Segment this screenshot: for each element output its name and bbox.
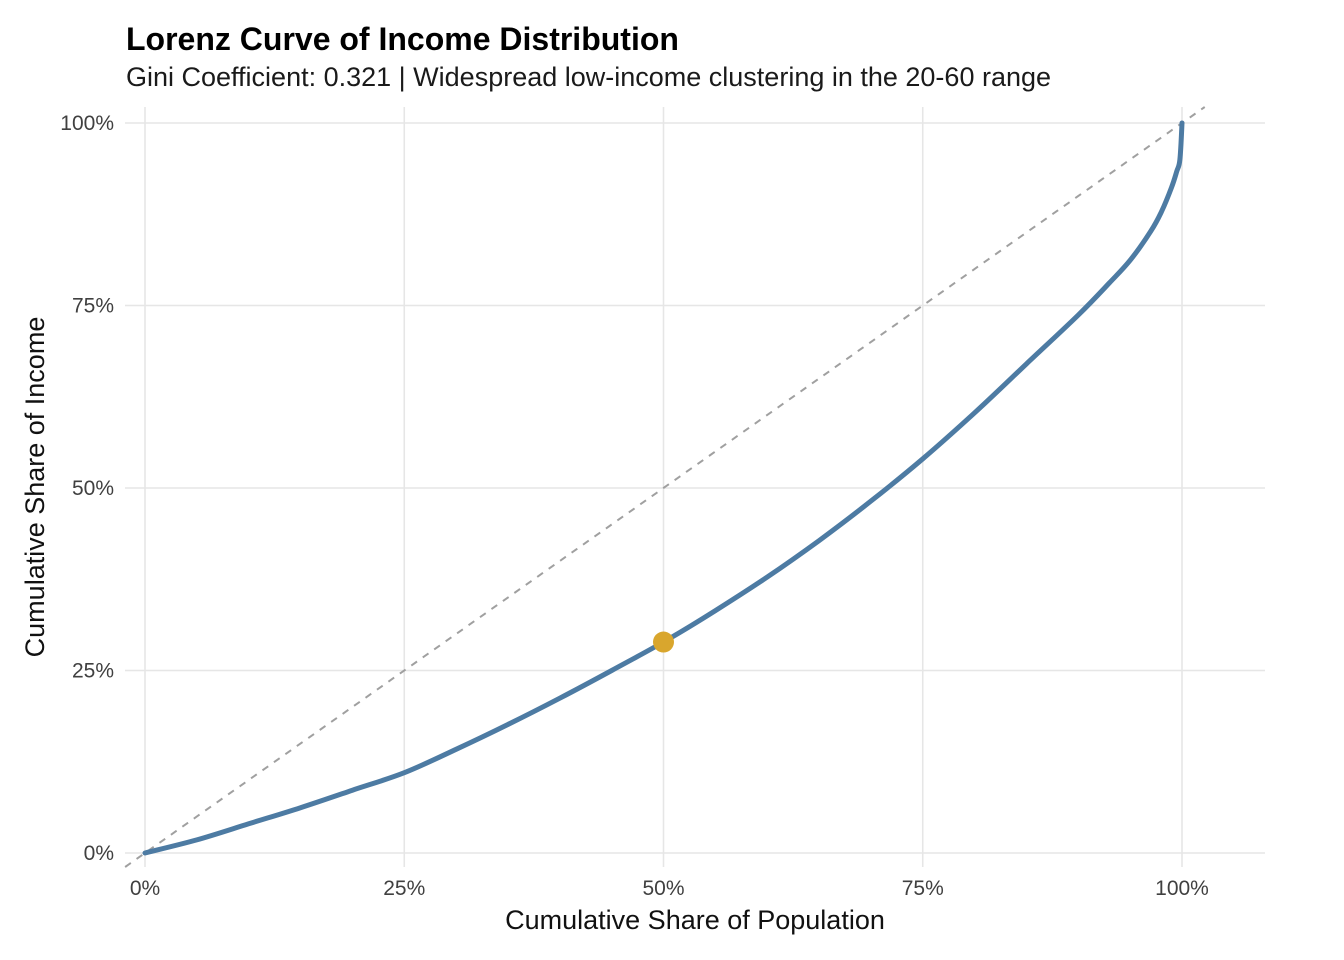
- y-tick-label-100%: 100%: [60, 112, 114, 135]
- y-tick-label-75%: 75%: [72, 295, 114, 318]
- x-tick-label-100%: 100%: [1155, 877, 1209, 900]
- y-tick-label-25%: 25%: [72, 660, 114, 683]
- lorenz-curve-line: [142, 120, 1185, 856]
- y-axis-title: Cumulative Share of Income: [20, 317, 50, 658]
- y-tick-label-50%: 50%: [72, 477, 114, 500]
- x-tick-label-50%: 50%: [642, 877, 684, 900]
- equality-dashed-line: [124, 106, 1206, 868]
- median-point-marker: [653, 631, 674, 653]
- x-tick-label-0%: 0%: [130, 877, 160, 900]
- y-tick-label-0%: 0%: [84, 842, 114, 865]
- x-tick-label-75%: 75%: [902, 877, 944, 900]
- x-tick-label-25%: 25%: [383, 877, 425, 900]
- chart-title: Lorenz Curve of Income Distribution: [126, 21, 679, 57]
- x-axis-title: Cumulative Share of Population: [505, 905, 885, 935]
- chart-subtitle: Gini Coefficient: 0.321 | Widespread low…: [126, 62, 1052, 92]
